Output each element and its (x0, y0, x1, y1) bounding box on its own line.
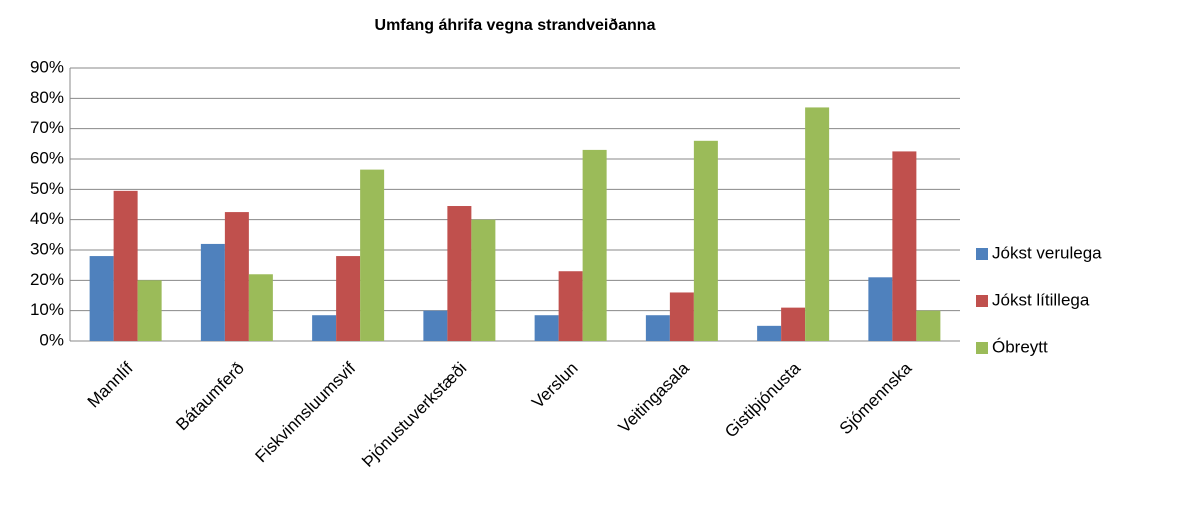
chart-title: Umfang áhrifa vegna strandveiðanna (375, 17, 656, 34)
y-tick-label: 80% (30, 88, 64, 107)
bar (248, 274, 273, 341)
x-tick-label: Veitingasala (615, 358, 694, 437)
bar (805, 107, 830, 341)
y-tick-label: 30% (30, 239, 64, 258)
bar (471, 219, 496, 341)
bar (868, 277, 893, 341)
bar (113, 190, 138, 341)
bar (447, 206, 472, 341)
bar (582, 149, 607, 341)
y-tick-label: 40% (30, 209, 64, 228)
legend-label: Óbreytt (992, 337, 1048, 356)
bar (916, 310, 941, 341)
bar (137, 280, 162, 341)
x-tick-label: Fiskvinnsluumsvif (252, 358, 360, 466)
y-tick-label: 10% (30, 300, 64, 319)
bar (669, 292, 694, 341)
x-tick-label: Bátaumferð (172, 359, 248, 435)
bar (534, 315, 559, 341)
bar (645, 315, 670, 341)
bar (200, 243, 225, 341)
bar (312, 315, 337, 341)
x-tick-label: Gistiþjónusta (721, 358, 804, 441)
bar (89, 256, 114, 341)
legend-swatch (976, 295, 988, 307)
bar (892, 151, 917, 341)
bar (224, 212, 249, 341)
y-tick-label: 0% (39, 330, 64, 349)
y-tick-label: 20% (30, 270, 64, 289)
x-tick-label: Mannlíf (84, 358, 137, 411)
y-tick-label: 90% (30, 57, 64, 76)
bar (360, 169, 385, 341)
x-tick-label: Verslun (528, 359, 582, 413)
x-tick-label: Sjómennska (836, 358, 916, 438)
legend-swatch (976, 248, 988, 260)
y-tick-label: 70% (30, 118, 64, 137)
bar (757, 325, 782, 341)
bar (558, 271, 583, 341)
x-tick-label: Þjónustuverkstæði (358, 359, 470, 471)
legend-label: Jókst lítillega (992, 290, 1090, 309)
bar (423, 310, 448, 341)
y-tick-label: 60% (30, 148, 64, 167)
legend-swatch (976, 342, 988, 354)
bar (693, 140, 718, 341)
legend-label: Jókst verulega (992, 243, 1102, 262)
y-tick-label: 50% (30, 179, 64, 198)
bar (336, 256, 361, 341)
bar (781, 307, 806, 341)
